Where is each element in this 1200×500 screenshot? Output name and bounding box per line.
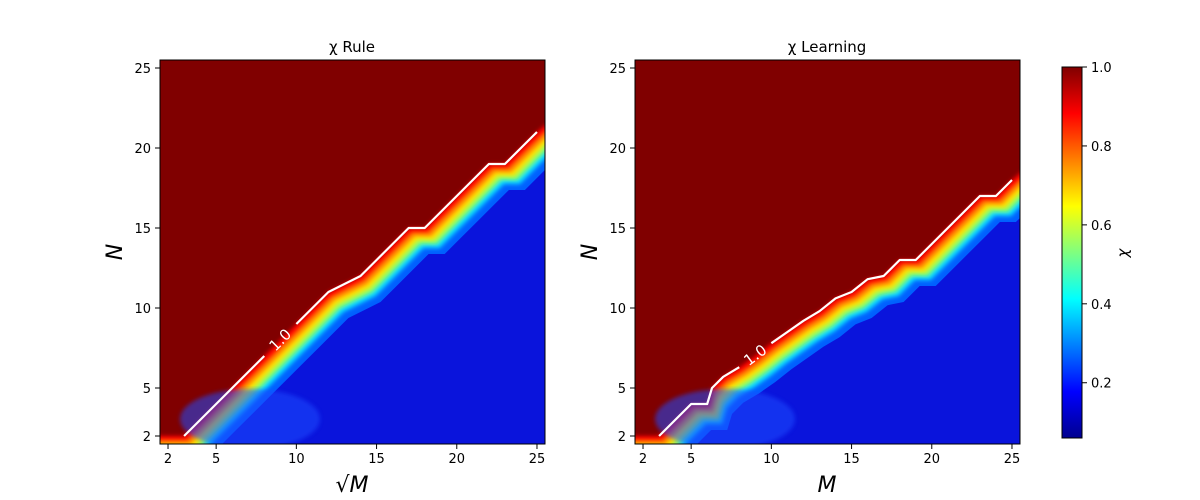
rule-y-tick-label: 10: [134, 302, 151, 317]
colorbar-tick-label: 0.4: [1091, 298, 1112, 313]
colorbar-label: χ: [1114, 247, 1132, 258]
learning-transition-bands: [635, 173, 1020, 444]
rule-y-tick-label: 20: [134, 142, 151, 157]
rule-contour-line-0: [183, 355, 266, 437]
rule-y-tick-label: 2: [143, 430, 151, 445]
rule-heatmap-area: [160, 60, 545, 444]
learning-y-tick-label: 15: [609, 222, 626, 237]
rule-y-axis-label: N: [103, 244, 128, 260]
rule-light-blob: [180, 389, 320, 444]
rule-x-tick-label: 10: [288, 452, 305, 467]
learning-contour-line-0: [658, 366, 740, 437]
rule-x-ticks: 2 5 10 15 20 25: [164, 444, 545, 467]
rule-y-tick-label: 15: [134, 222, 151, 237]
colorbar: 0.2 0.4 0.6 0.8 1.0 χ: [1061, 61, 1132, 439]
learning-y-tick-label: 20: [609, 142, 626, 157]
colorbar-ticks: 0.2 0.4 0.6 0.8 1.0: [1082, 61, 1112, 392]
learning-y-tick-label: 25: [609, 62, 626, 77]
learning-plot-frame: [634, 59, 1021, 445]
rule-contour-line-1: [295, 131, 538, 325]
rule-y-tick-label: 5: [143, 382, 151, 397]
rule-transition-bands: [160, 125, 545, 444]
rule-y-tick-label: 25: [134, 62, 151, 77]
rule-band-6: [222, 169, 545, 444]
learning-y-tick-label: 10: [609, 302, 626, 317]
rule-x-axis-label: √M: [336, 473, 369, 498]
learning-x-axis-label: M: [818, 473, 837, 498]
rule-x-tick-label: 20: [448, 452, 465, 467]
rule-x-tick-label: 5: [212, 452, 220, 467]
colorbar-tick-label: 0.2: [1091, 377, 1112, 392]
learning-y-tick-label: 5: [618, 382, 626, 397]
learning-x-tick-label: 20: [923, 452, 940, 467]
rule-plot-frame: [159, 59, 546, 445]
rule-x-tick-label: 2: [164, 452, 172, 467]
learning-y-axis-label: N: [578, 244, 603, 260]
rule-plot-title: χ Rule: [329, 38, 375, 56]
learning-x-tick-label: 15: [843, 452, 860, 467]
colorbar-gradient: [1061, 66, 1083, 439]
learning-contour-line-1: [770, 179, 1013, 345]
learning-y-tick-label: 2: [618, 430, 626, 445]
learning-x-tick-label: 2: [639, 452, 647, 467]
learning-plot-title: χ Learning: [788, 38, 867, 56]
rule-x-tick-label: 15: [368, 452, 385, 467]
rule-x-tick-label: 25: [529, 452, 546, 467]
colorbar-tick-label: 0.6: [1091, 219, 1112, 234]
learning-light-blob: [655, 389, 795, 444]
learning-heatmap-area: [635, 60, 1020, 444]
learning-x-tick-label: 5: [687, 452, 695, 467]
learning-x-tick-label: 10: [763, 452, 780, 467]
colorbar-tick-label: 0.8: [1091, 140, 1112, 155]
learning-x-ticks: 2 5 10 15 20 25: [639, 444, 1020, 467]
learning-band-6: [697, 217, 1020, 444]
colorbar-tick-label: 1.0: [1091, 61, 1112, 76]
learning-x-tick-label: 25: [1004, 452, 1021, 467]
